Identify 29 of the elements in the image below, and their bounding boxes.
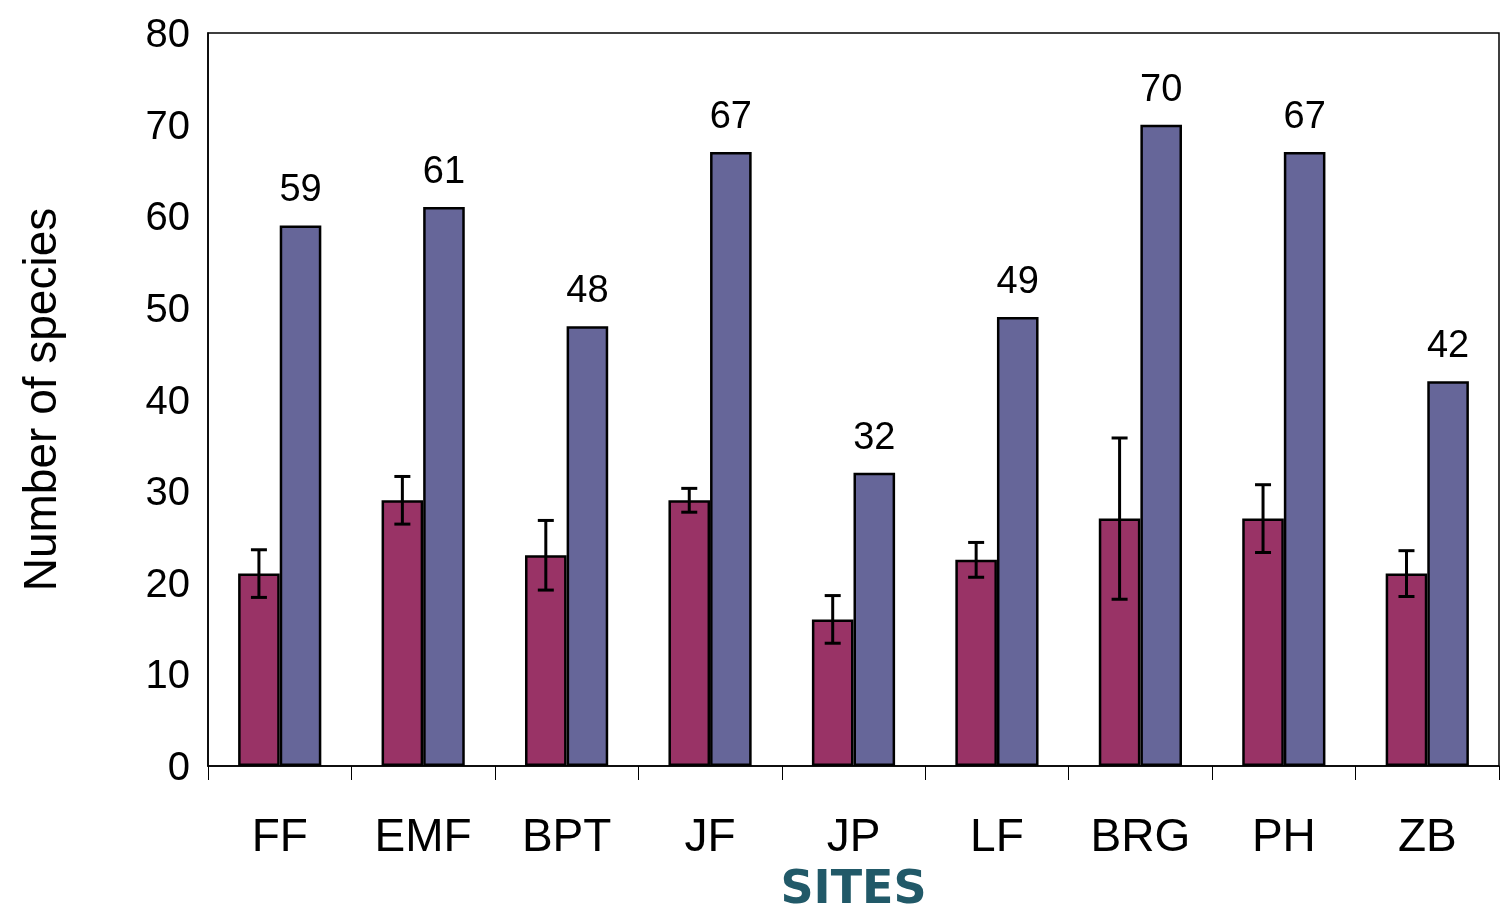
y-tick-label: 30 [145,469,190,514]
y-tick-label: 80 [145,11,190,55]
x-tick-label: FF [251,809,308,861]
data-label: 48 [566,268,609,311]
x-tick-label: BPT [521,809,612,861]
data-label: 59 [279,167,322,210]
data-label: 42 [1426,323,1470,366]
data-label: 67 [709,94,752,137]
y-tick-label: 50 [145,285,190,330]
x-tick-label: BRG [1090,809,1191,861]
x-axis-title: SITES [780,860,927,914]
x-tick-label: JP [826,809,881,861]
data-label: 67 [1283,94,1326,137]
x-tick-label: LF [970,809,1024,861]
data-label: 49 [996,259,1039,302]
data-label: 32 [853,414,896,457]
y-tick-label: 70 [145,102,190,147]
data-label: 61 [422,149,466,192]
y-tick-label: 0 [167,744,190,788]
data-label: 70 [1140,66,1183,109]
x-tick-label: ZB [1397,809,1457,861]
y-tick-label: 40 [145,377,190,422]
x-tick-label: EMF [374,809,472,861]
y-tick-label: 10 [145,652,190,697]
x-tick-label: JF [684,809,736,861]
y-tick-label: 60 [145,194,190,239]
y-tick-label: 20 [145,560,190,605]
y-axis-title: Number of species [14,207,66,592]
x-tick-label: PH [1251,809,1316,861]
